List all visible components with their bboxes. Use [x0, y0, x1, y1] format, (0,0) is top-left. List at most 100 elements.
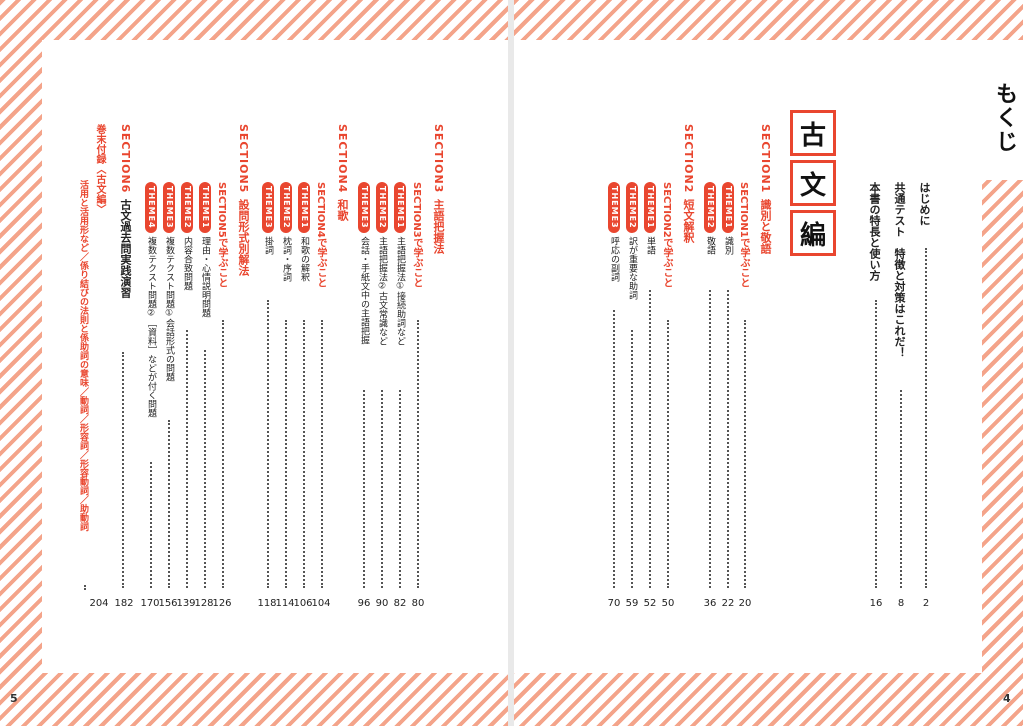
section-label: SECTION1	[759, 124, 772, 194]
leader-dots	[168, 420, 170, 588]
page-number: 128	[194, 598, 214, 609]
theme-badge: THEME4	[145, 182, 157, 233]
hen-char-2: 文	[790, 160, 836, 206]
section3-theme3[interactable]: THEME3 会話・手紙文中の主語把握	[356, 182, 372, 345]
page-number: 82	[393, 598, 407, 609]
page-number: 96	[357, 598, 371, 609]
theme-text: 掛詞	[263, 236, 273, 255]
section5-learn[interactable]: SECTION5で学ぶこと	[216, 182, 227, 288]
mokuji-title: もくじ	[992, 82, 1017, 154]
leader-dots	[667, 320, 669, 588]
section2-heading: SECTION2 短文解釈	[680, 124, 696, 243]
theme-badge: THEME2	[626, 182, 638, 233]
page-number: 139	[176, 598, 196, 609]
section4-learn[interactable]: SECTION4で学ぶこと	[315, 182, 326, 288]
page-gutter	[508, 0, 514, 726]
section3-theme2[interactable]: THEME2 主語把握法②古文常識など	[374, 182, 390, 346]
section5-theme4[interactable]: THEME4 複数テクスト問題②［資料］などが付く問題	[143, 182, 159, 418]
section4-theme3[interactable]: THEME3 掛詞	[260, 182, 276, 255]
page-number: 106	[293, 598, 313, 609]
section5-heading: SECTION5 設問形式別解法	[235, 124, 251, 276]
page-number: 52	[643, 598, 657, 609]
theme-text: 敬語	[705, 236, 715, 255]
section2-learn[interactable]: SECTION2で学ぶこと	[661, 182, 672, 288]
intro-hajimeni[interactable]: はじめに	[918, 182, 931, 226]
leader-dots	[84, 585, 86, 588]
leader-dots	[363, 390, 365, 588]
page-number: 80	[411, 598, 425, 609]
theme-text: 識別	[723, 236, 733, 255]
leader-dots	[381, 390, 383, 588]
section1-heading: SECTION1 識別と敬語	[757, 124, 773, 254]
section2-theme1[interactable]: THEME1 単語	[642, 182, 658, 255]
page-number: 118	[257, 598, 277, 609]
page-number: 70	[607, 598, 621, 609]
section-title: 識別と敬語	[759, 199, 772, 255]
leader-dots	[744, 320, 746, 588]
leader-dots	[303, 320, 305, 588]
right-page-number: 4	[1003, 692, 1011, 705]
leader-dots	[285, 320, 287, 588]
page-number: 36	[703, 598, 717, 609]
leader-dots	[222, 320, 224, 588]
page-number: 182	[114, 598, 134, 609]
theme-badge: THEME3	[608, 182, 620, 233]
theme-badge: THEME2	[704, 182, 716, 233]
leader-dots	[321, 320, 323, 588]
theme-badge: THEME1	[298, 182, 310, 233]
theme-badge: THEME1	[394, 182, 406, 233]
page-number: 50	[661, 598, 675, 609]
leader-dots	[186, 330, 188, 588]
theme-text: 主語把握法①接続助詞など	[395, 236, 405, 346]
section5-theme3[interactable]: THEME3 複数テクスト問題①会話形式の問題	[161, 182, 177, 382]
section-title: 短文解釈	[682, 199, 695, 244]
page-number: 16	[869, 598, 883, 609]
section-label: SECTION6	[119, 124, 132, 194]
intro-kyotsu-test[interactable]: 共通テスト 特徴と対策はこれだ！	[893, 182, 906, 358]
page-number: 20	[738, 598, 752, 609]
section6-heading[interactable]: SECTION6 古文過去問実践演習	[117, 124, 133, 298]
leader-dots	[150, 462, 152, 588]
page-number: 126	[212, 598, 232, 609]
leader-dots	[925, 248, 927, 588]
section5-theme1[interactable]: THEME1 理由・心情説明問題	[197, 182, 213, 318]
leader-dots	[122, 352, 124, 588]
page-number: 8	[897, 598, 905, 609]
theme-badge: THEME3	[163, 182, 175, 233]
section1-learn[interactable]: SECTION1で学ぶこと	[738, 182, 749, 288]
section-label: SECTION4	[336, 124, 349, 194]
leader-dots	[267, 300, 269, 588]
theme-badge: THEME3	[358, 182, 370, 233]
intro-tokucho[interactable]: 本書の特長と使い方	[868, 182, 881, 281]
section4-heading: SECTION4 和歌	[334, 124, 350, 221]
section1-theme1[interactable]: THEME1 識別	[720, 182, 736, 255]
section5-theme2[interactable]: THEME2 内容合致問題	[179, 182, 195, 291]
theme-badge: THEME1	[722, 182, 734, 233]
leader-dots	[727, 290, 729, 588]
theme-badge: THEME1	[199, 182, 211, 233]
section-title: 和歌	[336, 199, 349, 222]
section3-theme1[interactable]: THEME1 主語把握法①接続助詞など	[392, 182, 408, 346]
appendix-title[interactable]: 巻末付録〈古文編〉	[94, 124, 105, 214]
section2-theme2[interactable]: THEME2 訳が重要な助詞	[624, 182, 640, 300]
section3-heading: SECTION3 主語把握法	[430, 124, 446, 254]
section4-theme2[interactable]: THEME2 枕詞・序詞	[278, 182, 294, 282]
section1-theme2[interactable]: THEME2 敬語	[702, 182, 718, 255]
left-page-number: 5	[10, 692, 18, 705]
page-number: 114	[275, 598, 295, 609]
hen-char-1: 古	[790, 110, 836, 156]
section-title: 設問形式別解法	[237, 199, 250, 277]
section-label: SECTION2	[682, 124, 695, 194]
theme-text: 会話・手紙文中の主語把握	[359, 236, 369, 345]
section2-theme3[interactable]: THEME3 呼応の副詞	[606, 182, 622, 282]
theme-text: 複数テクスト問題①会話形式の問題	[164, 236, 174, 382]
page-number: 59	[625, 598, 639, 609]
leader-dots	[709, 290, 711, 588]
section4-theme1[interactable]: THEME1 和歌の解釈	[296, 182, 312, 282]
page-number: 2	[922, 598, 930, 609]
section-label: SECTION5	[237, 124, 250, 194]
theme-text: 枕詞・序詞	[281, 236, 291, 282]
section-title: 主語把握法	[432, 199, 445, 255]
theme-text: 単語	[645, 236, 655, 255]
section3-learn[interactable]: SECTION3で学ぶこと	[411, 182, 422, 288]
